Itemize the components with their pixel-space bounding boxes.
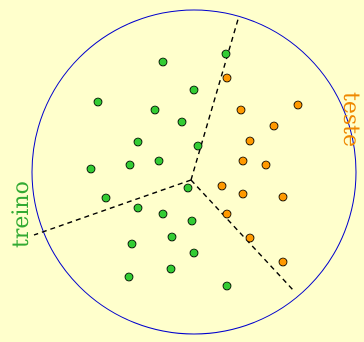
train-point [133, 203, 143, 213]
test-point [245, 233, 255, 243]
divider-lines [33, 15, 295, 292]
train-point [86, 164, 96, 174]
test-points [217, 73, 303, 267]
divider-line-left [33, 179, 192, 236]
test-point [245, 136, 255, 146]
train-point [187, 216, 197, 226]
dataset-circle [31, 9, 357, 335]
train-point [193, 141, 203, 151]
train-point [183, 183, 193, 193]
test-point [222, 209, 232, 219]
divider-line-top [190, 15, 240, 181]
train-point [154, 156, 164, 166]
train-point [222, 281, 232, 291]
train-point [125, 160, 135, 170]
train-points [86, 49, 232, 291]
test-label: teste [338, 92, 363, 147]
train-point [150, 105, 160, 115]
train-point [127, 239, 137, 249]
train-point [189, 248, 199, 258]
test-point [278, 192, 288, 202]
train-point [158, 57, 168, 67]
train-point [167, 232, 177, 242]
train-point [93, 97, 103, 107]
test-point [278, 257, 288, 267]
train-point [133, 137, 143, 147]
test-point [238, 156, 248, 166]
train-point [189, 85, 199, 95]
test-point [293, 100, 303, 110]
test-point [222, 73, 232, 83]
train-point [177, 117, 187, 127]
train-point [101, 193, 111, 203]
test-point [261, 160, 271, 170]
test-point [269, 121, 279, 131]
test-point [238, 189, 248, 199]
train-point [158, 209, 168, 219]
train-point [221, 49, 231, 59]
divider-line-right [190, 179, 295, 292]
train-label: treino [9, 181, 34, 248]
test-point [236, 105, 246, 115]
train-point [166, 264, 176, 274]
test-point [217, 181, 227, 191]
train-point [124, 272, 134, 282]
